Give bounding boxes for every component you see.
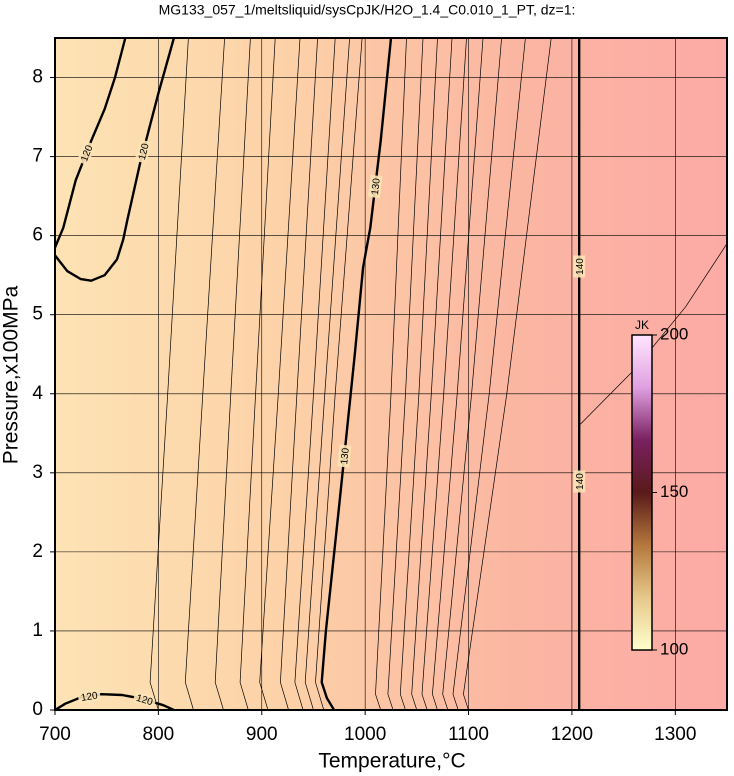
plot-frame bbox=[54, 37, 728, 711]
y-tick-label: 0 bbox=[32, 699, 43, 720]
contour-line bbox=[375, 37, 407, 711]
contour-line bbox=[259, 37, 301, 711]
contour-line bbox=[54, 693, 175, 712]
contour-line bbox=[54, 37, 176, 282]
y-tick-label: 2 bbox=[32, 541, 43, 562]
contour-label-group: 130 bbox=[337, 444, 352, 468]
contour-line bbox=[411, 37, 453, 711]
contour-label-group: 120 bbox=[132, 690, 157, 709]
contour-label-group: 140 bbox=[573, 255, 586, 278]
plot-background bbox=[55, 38, 727, 710]
x-tick-label: 700 bbox=[39, 724, 71, 745]
y-tick-label: 1 bbox=[32, 620, 43, 641]
y-tick-label: 6 bbox=[32, 225, 43, 246]
contour-label: 140 bbox=[575, 258, 586, 275]
y-tick-label: 7 bbox=[32, 146, 43, 167]
contour-label-bg bbox=[77, 688, 101, 704]
contour-line bbox=[239, 37, 276, 711]
x-tick-label: 900 bbox=[246, 724, 278, 745]
contour-label-group: 140 bbox=[573, 470, 586, 493]
contour-label: 140 bbox=[575, 473, 586, 490]
x-axis-label: Temperature,°C bbox=[318, 750, 465, 773]
y-axis-label: Pressure,x100MPa bbox=[0, 285, 23, 464]
contour-line bbox=[214, 37, 251, 711]
contour-line bbox=[399, 37, 438, 711]
contour-label: 120 bbox=[135, 693, 155, 709]
contour-line bbox=[304, 37, 350, 711]
contour-label: 120 bbox=[137, 142, 152, 161]
contour-line bbox=[184, 37, 225, 711]
contour-line bbox=[463, 37, 552, 711]
contour-label: 130 bbox=[339, 447, 352, 465]
y-tick-label: 5 bbox=[32, 304, 43, 325]
contour-label-bg bbox=[367, 174, 383, 199]
contour-label-bg bbox=[573, 470, 586, 493]
contour-line bbox=[149, 37, 189, 711]
contour-label-bg bbox=[76, 140, 96, 166]
x-tick-label: 1100 bbox=[448, 724, 489, 745]
y-tick-label: 3 bbox=[32, 462, 43, 483]
contour-label-group: 130 bbox=[367, 174, 383, 199]
contour-label-group: 120 bbox=[134, 139, 152, 164]
contour-line bbox=[452, 37, 526, 711]
contour-label: 120 bbox=[80, 690, 99, 703]
contour-line bbox=[387, 37, 424, 711]
contour-line bbox=[578, 243, 728, 426]
x-tick-label: 1200 bbox=[551, 724, 593, 745]
contour-line bbox=[53, 37, 127, 248]
contour-line bbox=[315, 37, 363, 711]
contour-line bbox=[442, 37, 502, 711]
colorbar-tick-label: 200 bbox=[660, 324, 688, 343]
x-tick-label: 800 bbox=[143, 724, 175, 745]
chart-title: MG133_057_1/meltsliquid/sysCpJK/H2O_1.4_… bbox=[159, 2, 576, 18]
y-tick-label: 4 bbox=[32, 383, 43, 404]
contour-label-bg bbox=[337, 444, 352, 468]
contour-label-bg bbox=[132, 690, 157, 709]
contour-line bbox=[432, 37, 484, 711]
colorbar-label: JK bbox=[635, 318, 649, 332]
colorbar bbox=[631, 334, 653, 651]
contour-line bbox=[294, 37, 336, 711]
contour-label-group: 120 bbox=[77, 688, 101, 704]
colorbar-tick-label: 100 bbox=[660, 639, 688, 658]
x-tick-label: 1000 bbox=[344, 724, 386, 745]
colorbar-tick-label: 150 bbox=[660, 482, 688, 501]
x-tick-label: 1300 bbox=[654, 724, 696, 745]
y-tick-label: 8 bbox=[32, 67, 43, 88]
contour-line bbox=[280, 37, 318, 711]
contour-line bbox=[421, 37, 467, 711]
contour-label-bg bbox=[573, 255, 586, 278]
contour-label-bg bbox=[134, 139, 152, 164]
contour-label: 130 bbox=[370, 177, 383, 195]
